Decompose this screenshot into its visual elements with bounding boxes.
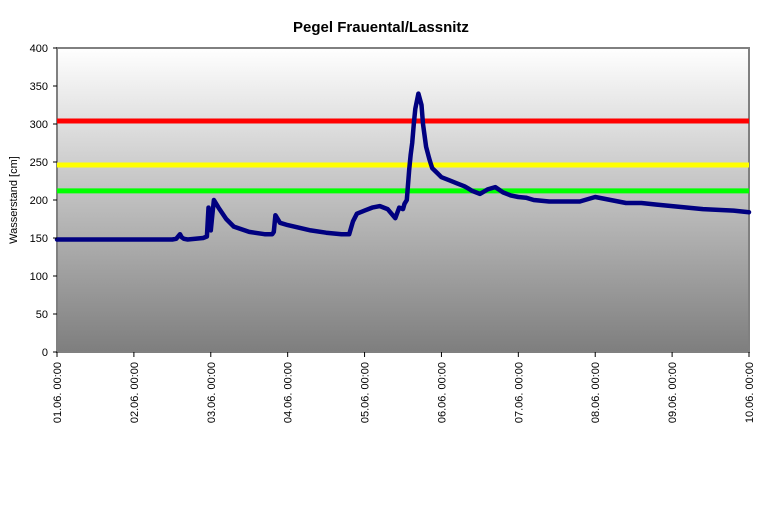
x-tick-label: 06.06. 00:00 — [436, 362, 448, 423]
y-tick-label: 100 — [30, 271, 48, 283]
y-axis: 0 50 100 150 200 250 300 350 400 — [30, 43, 57, 359]
x-axis: 01.06. 00:00 02.06. 00:00 03.06. 00:00 04.0… — [52, 352, 756, 423]
x-tick-label: 07.06. 00:00 — [513, 362, 525, 423]
x-tick-label: 02.06. 00:00 — [129, 362, 141, 423]
y-tick-label: 350 — [30, 81, 48, 93]
series-line-0 — [54, 91, 752, 242]
y-tick-label: 250 — [30, 157, 48, 169]
x-tick-label: 03.06. 00:00 — [206, 362, 218, 423]
plot-area — [56, 47, 750, 353]
chart-title: Pegel Frauental/Lassnitz — [293, 19, 469, 36]
x-tick-label: 01.06. 00:00 — [52, 362, 64, 423]
x-tick-label: 04.06. 00:00 — [283, 362, 295, 423]
y-tick-label: 50 — [36, 309, 48, 321]
x-tick-label: 05.06. 00:00 — [360, 362, 372, 423]
y-tick-label: 200 — [30, 195, 48, 207]
y-tick-label: 150 — [30, 233, 48, 245]
y-tick-label: 300 — [30, 119, 48, 131]
y-tick-label: 400 — [30, 43, 48, 55]
threshold-lines — [57, 118, 749, 194]
series-group — [54, 91, 752, 242]
x-tick-label: 08.06. 00:00 — [590, 362, 602, 423]
y-axis-label: Wasserstand [cm] — [8, 156, 20, 244]
y-tick-label: 0 — [42, 347, 48, 359]
x-tick-label: 10.06. 00:00 — [744, 362, 756, 423]
x-tick-label: 09.06. 00:00 — [667, 362, 679, 423]
